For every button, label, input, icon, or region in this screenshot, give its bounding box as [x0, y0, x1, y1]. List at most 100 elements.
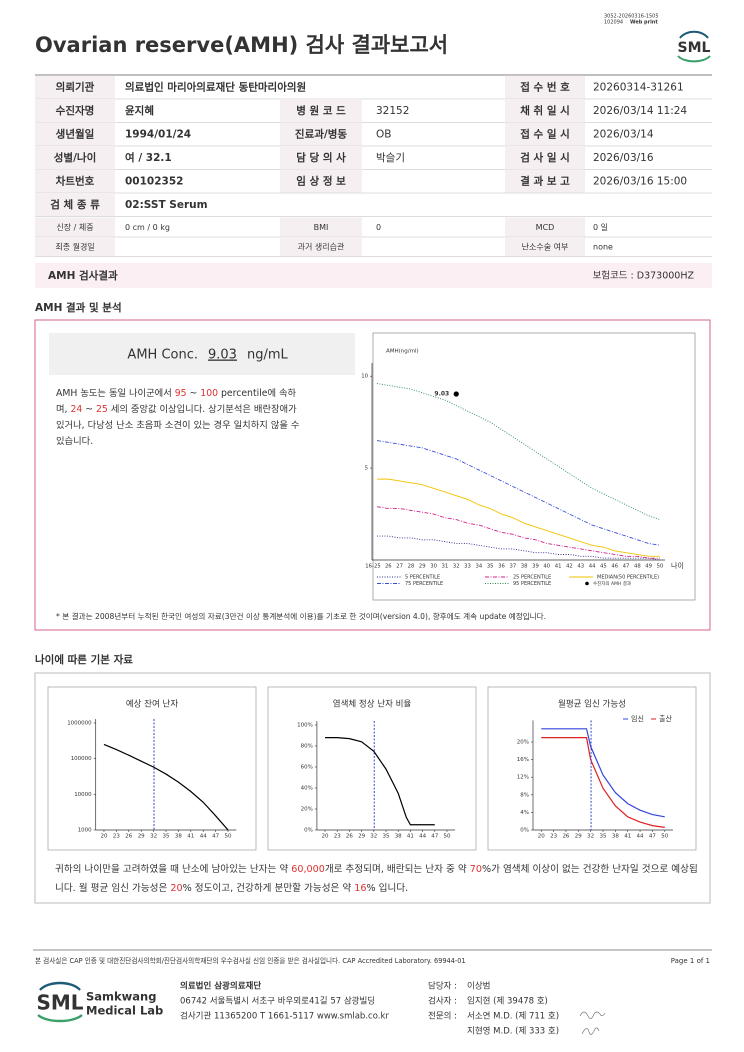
label-cell	[505, 217, 585, 237]
field-value: 2026/03/16 15:00	[593, 175, 687, 187]
text-part: %가 염색체 이상이 없는 건강한 난자일 것으로 예상됩니다. 월 평균 임신…	[55, 864, 698, 894]
y-tick-label: 10	[361, 374, 368, 380]
field-label: 검 체 종 류	[50, 198, 100, 211]
x-tick-label: 27	[396, 564, 403, 570]
x-tick-label: 42	[566, 564, 573, 570]
patient-point	[453, 391, 459, 397]
mini-chart-title: 염색체 정상 난자 비율	[333, 699, 412, 710]
x-tick-label: 41	[624, 834, 631, 840]
x-tick-label: 50	[443, 834, 450, 840]
x-tick-label: 47	[649, 834, 656, 840]
x-tick-label: 46	[611, 564, 618, 570]
field-value: none	[593, 242, 613, 251]
staff-name: 이상범	[467, 981, 490, 992]
field-value: 0 일	[593, 223, 608, 232]
logo-arc	[39, 981, 81, 991]
text-part: 세의 중앙값 이상입니다. 상기분석은 배란장애가 있거나, 다낭성 난소 초음…	[56, 404, 300, 447]
org-name: 의료법인 삼광의료재단	[180, 981, 261, 992]
analysis-text: AMH 농도는 동일 나이군에서 95 ~ 100 percentile에 속하…	[56, 386, 306, 450]
label-cell	[35, 146, 115, 170]
x-tick-label: 32	[150, 834, 157, 840]
legend-label: 수진자의 AMH 결과	[593, 580, 631, 587]
mini-chart-title: 월평균 임신 가능성	[558, 699, 626, 710]
legend-label: 임신	[631, 714, 644, 723]
x-tick-label: 38	[612, 834, 619, 840]
staff-name: 임지현 (제 39478 호)	[467, 996, 548, 1007]
text-part: % 입니다.	[366, 883, 409, 894]
x-tick-label: 29	[138, 834, 145, 840]
x-tick-label: 34	[476, 564, 483, 570]
text-part: percentile에 속하며,	[56, 388, 297, 415]
insurance-code: 보험코드 : D373000HZ	[593, 271, 695, 282]
y-tick-label: 100000	[71, 756, 92, 762]
x-tick-label: 50	[225, 834, 232, 840]
x-tick-label: 44	[637, 834, 644, 840]
logo-arc	[677, 55, 711, 63]
series-line	[541, 737, 665, 828]
y-tick-label: 5	[365, 466, 368, 472]
label-cell	[505, 122, 585, 146]
x-tick-label: 38	[521, 564, 528, 570]
label-cell	[505, 237, 585, 257]
doc-id: 3052-20260316-1505	[604, 14, 659, 20]
age-data-text: 귀하의 나이만을 고려하였을 때 난소에 남아있는 난자는 약 60,000개로…	[55, 860, 703, 898]
x-tick-label: 35	[487, 564, 494, 570]
field-value: 0	[376, 223, 381, 232]
legend-swatch	[585, 581, 589, 586]
label-cell	[280, 217, 362, 237]
field-value: 박슬기	[376, 152, 405, 164]
y-axis-label: AMH(ng/ml)	[386, 349, 419, 355]
field-value: 2026/03/14	[593, 128, 654, 140]
field-value: 20260314-31261	[593, 81, 684, 93]
patient-value-label: 9.03	[434, 391, 449, 398]
text-part: 개로 추정되며, 배란되는 난자 중 약	[324, 864, 470, 875]
field-value: 윤지혜	[125, 104, 154, 117]
label-cell	[505, 75, 585, 99]
y-tick-label: 12%	[517, 775, 529, 781]
x-tick-label: 37	[509, 564, 516, 570]
field-label: 접 수 일 시	[520, 127, 570, 140]
legend-label: 5 PERCENTILE	[405, 575, 440, 581]
x-tick-label: 16-25	[365, 564, 380, 570]
x-axis-label: 나이	[671, 561, 684, 570]
result-title: AMH 검사결과	[48, 269, 118, 282]
y-tick-label: 4%	[520, 810, 529, 816]
y-tick-label: 80%	[301, 744, 313, 750]
y-tick-label: 10000	[74, 792, 92, 798]
series-line	[103, 743, 229, 831]
label-cell	[35, 122, 115, 146]
highlight-value: 24	[70, 404, 83, 415]
x-tick-label: 28	[408, 564, 415, 570]
x-tick-label: 26	[562, 834, 569, 840]
label-cell	[35, 169, 115, 193]
x-tick-label: 35	[163, 834, 170, 840]
x-tick-label: 32	[370, 834, 377, 840]
x-tick-label: 29	[575, 834, 582, 840]
field-label: 진료과/병동	[295, 127, 347, 140]
legend-label: 75 PERCENTILE	[405, 581, 443, 587]
x-tick-label: 23	[550, 834, 557, 840]
field-label: 성별/나이	[54, 151, 96, 164]
staff-role: 담당자 :	[428, 981, 457, 992]
x-tick-label: 32	[587, 834, 594, 840]
staff-name: 지현영 M.D. (제 333 호)	[467, 1026, 559, 1037]
contact: 검사기관 11365200 T 1661-5117 www.smlab.co.k…	[180, 1011, 389, 1022]
x-tick-label: 47	[212, 834, 219, 840]
highlight-value: 25	[96, 404, 108, 415]
y-tick-label: 0%	[520, 828, 529, 834]
y-tick-label: 8%	[520, 792, 529, 798]
footer-logo: SML	[36, 991, 83, 1015]
legend-label: 25 PERCENTILE	[513, 575, 551, 581]
x-tick-label: 20	[100, 834, 107, 840]
x-tick-label: 29	[419, 564, 426, 570]
x-tick-label: 41	[187, 834, 194, 840]
field-value: 1994/01/24	[125, 128, 191, 140]
field-label: 수진자명	[56, 104, 95, 117]
x-tick-label: 44	[200, 834, 207, 840]
page-number: Page 1 of 1	[671, 957, 710, 965]
field-value: 여 / 32.1	[125, 151, 172, 164]
label-cell	[280, 146, 362, 170]
field-label: 과거 생리습관	[298, 241, 345, 251]
x-tick-label: 38	[395, 834, 402, 840]
